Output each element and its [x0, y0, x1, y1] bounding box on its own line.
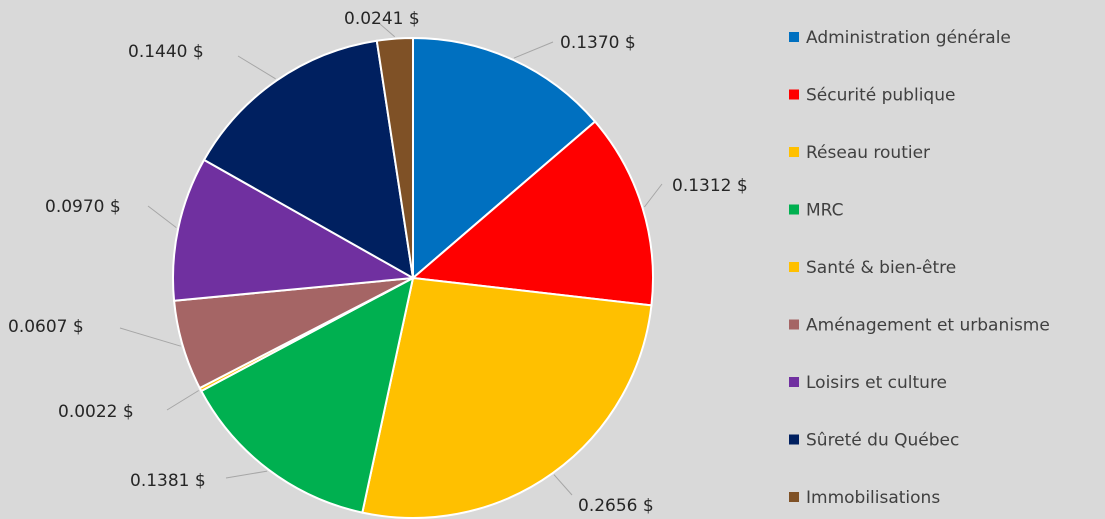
legend-label: MRC: [806, 201, 844, 221]
leader-line: [147, 205, 177, 228]
pie-slices: [172, 36, 654, 519]
data-labels: 0.1370 $ 0.1312 $ 0.2656 $ 0.1381 $ 0.0022 $…: [8, 9, 748, 516]
legend-swatch: [789, 319, 799, 330]
legend-label: Loisirs et culture: [806, 373, 947, 393]
legend-label: Administration générale: [806, 28, 1011, 48]
pie-slice: [375, 36, 414, 279]
legend-label: Sécurité publique: [806, 86, 955, 106]
pie-slice: [172, 158, 417, 302]
legend-swatch: [789, 377, 799, 387]
leader-lines: [119, 23, 663, 496]
leader-line: [379, 23, 396, 38]
data-label: 0.1312 $: [672, 176, 748, 196]
data-label: 0.2656 $: [578, 496, 654, 516]
legend-label: Sûreté du Québec: [806, 431, 959, 451]
pie-slice: [361, 276, 653, 519]
leader-line: [553, 474, 573, 496]
legend-swatch: [789, 262, 799, 272]
data-label: 0.1381 $: [130, 471, 206, 491]
data-label: 0.1370 $: [560, 33, 636, 53]
data-label: 0.1440 $: [128, 42, 204, 62]
leader-line: [119, 327, 181, 347]
data-label: 0.0970 $: [45, 197, 121, 217]
legend-swatch: [789, 492, 799, 502]
pie-slice: [199, 276, 415, 514]
data-label: 0.0607 $: [8, 317, 84, 337]
legend: Administration générale Sécurité publique…: [789, 28, 1050, 508]
legend-label: Aménagement et urbanisme: [806, 316, 1050, 336]
legend-label: Immobilisations: [806, 488, 940, 508]
data-label: 0.0241 $: [344, 9, 420, 29]
pie-slice: [412, 36, 597, 281]
leader-line: [225, 470, 268, 479]
legend-label: Santé & bien-être: [806, 258, 956, 278]
pie-slice: [410, 120, 654, 307]
legend-label: Réseau routier: [806, 143, 930, 163]
leader-line: [166, 390, 199, 411]
pie-slice: [202, 39, 415, 280]
legend-swatch: [789, 204, 799, 215]
data-label: 0.0022 $: [58, 402, 134, 422]
legend-swatch: [789, 89, 799, 100]
leader-line: [513, 41, 554, 59]
legend-swatch: [789, 147, 799, 157]
leader-line: [644, 183, 663, 208]
leader-line: [237, 55, 276, 80]
legend-swatch: [789, 434, 799, 445]
legend-swatch: [789, 32, 799, 42]
